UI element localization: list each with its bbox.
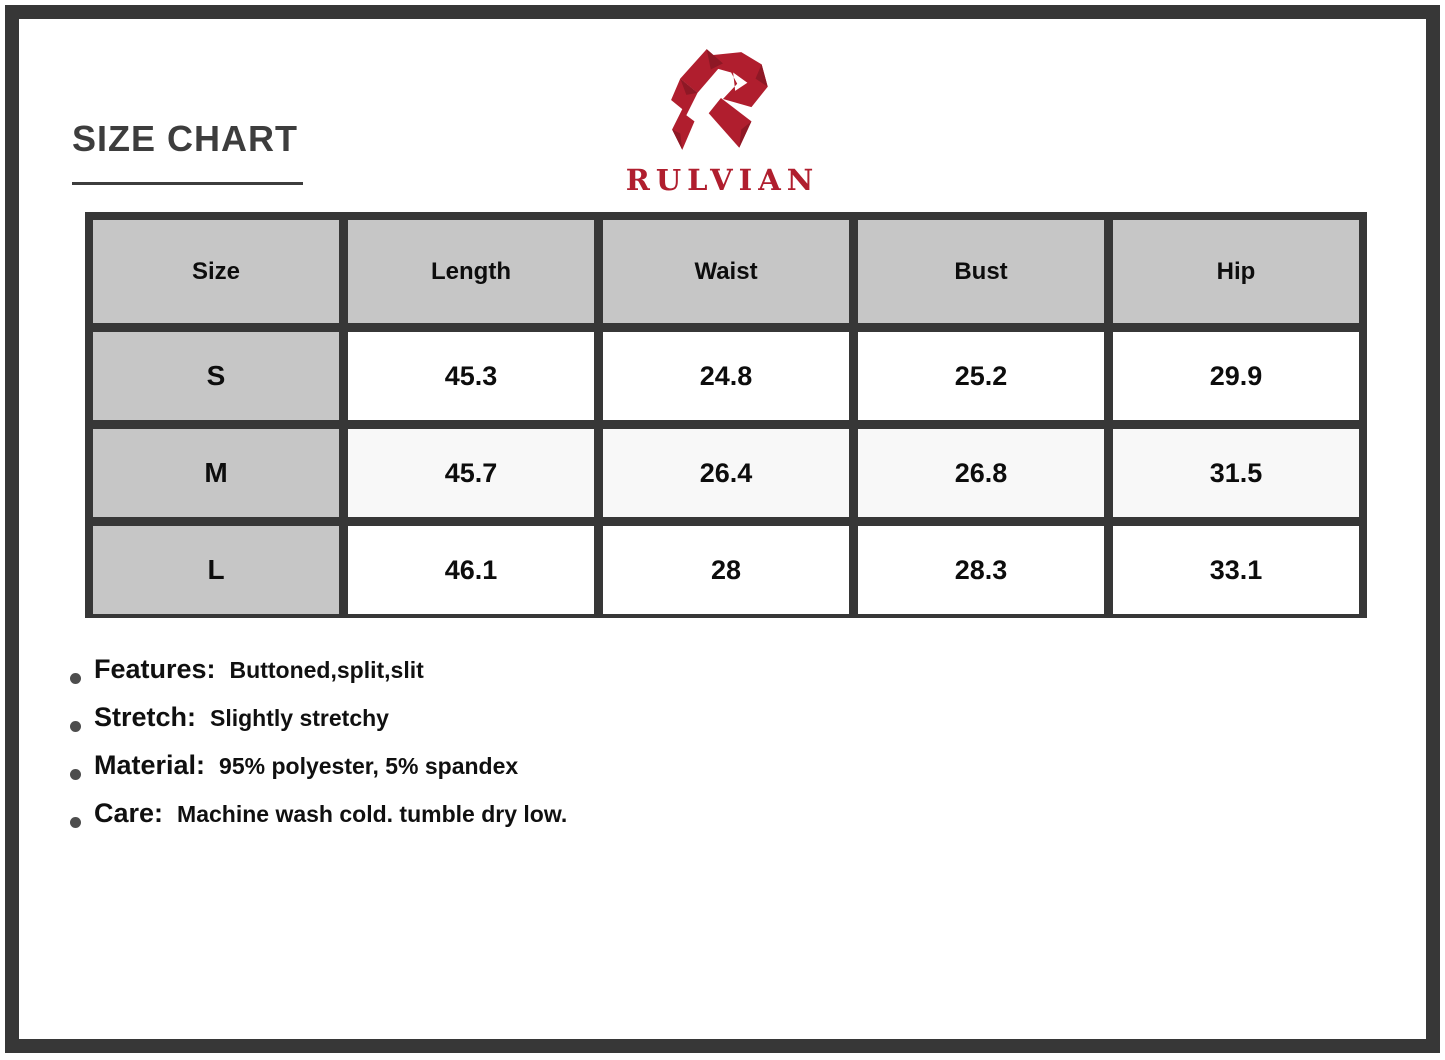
row-s-bust: 25.2 (858, 332, 1104, 420)
detail-item-care: Care: Machine wash cold. tumble dry low. (70, 798, 567, 846)
row-l-length: 46.1 (348, 526, 594, 614)
row-m-waist: 26.4 (603, 429, 849, 517)
row-m-size-cell: M (93, 429, 339, 517)
bullet-icon (70, 672, 81, 684)
row-s-waist: 24.8 (603, 332, 849, 420)
detail-item-features: Features: Buttoned,split,slit (70, 654, 567, 702)
detail-value: Machine wash cold. tumble dry low. (177, 801, 568, 827)
row-s-size-cell: S (93, 332, 339, 420)
row-m-hip: 31.5 (1113, 429, 1359, 517)
detail-item-stretch: Stretch: Slightly stretchy (70, 702, 567, 750)
row-l-bust: 28.3 (858, 526, 1104, 614)
rulvian-r-monogram-icon (671, 49, 768, 150)
table-header-bust: Bust (858, 220, 1104, 323)
page-frame (5, 5, 1440, 1053)
size-table: Size Length Waist Bust Hip S 45.3 24.8 2… (85, 212, 1367, 618)
detail-item-material: Material: 95% polyester, 5% spandex (70, 750, 567, 798)
row-s-hip: 29.9 (1113, 332, 1359, 420)
brand-wordmark: RULVIAN (625, 163, 820, 197)
row-l-hip: 33.1 (1113, 526, 1359, 614)
detail-label: Stretch: (94, 702, 197, 732)
page-title: SIZE CHART (72, 118, 298, 159)
table-header-waist: Waist (603, 220, 849, 323)
row-m-bust: 26.8 (858, 429, 1104, 517)
detail-value: 95% polyester, 5% spandex (219, 753, 519, 779)
detail-label: Features: (94, 654, 216, 684)
row-m-length: 45.7 (348, 429, 594, 517)
row-l-waist: 28 (603, 526, 849, 614)
title-block: SIZE CHART (72, 118, 303, 185)
detail-value: Slightly stretchy (210, 705, 389, 731)
table-header-hip: Hip (1113, 220, 1359, 323)
bullet-icon (70, 720, 81, 732)
product-details-list: Features: Buttoned,split,slit Stretch: S… (70, 654, 567, 846)
bullet-icon (70, 768, 81, 780)
detail-label: Care: (94, 798, 164, 828)
title-underline (72, 182, 303, 185)
table-header-size: Size (93, 220, 339, 323)
table-header-length: Length (348, 220, 594, 323)
row-s-length: 45.3 (348, 332, 594, 420)
detail-label: Material: (94, 750, 206, 780)
bullet-icon (70, 816, 81, 828)
row-l-size-cell: L (93, 526, 339, 614)
detail-value: Buttoned,split,slit (229, 657, 424, 683)
